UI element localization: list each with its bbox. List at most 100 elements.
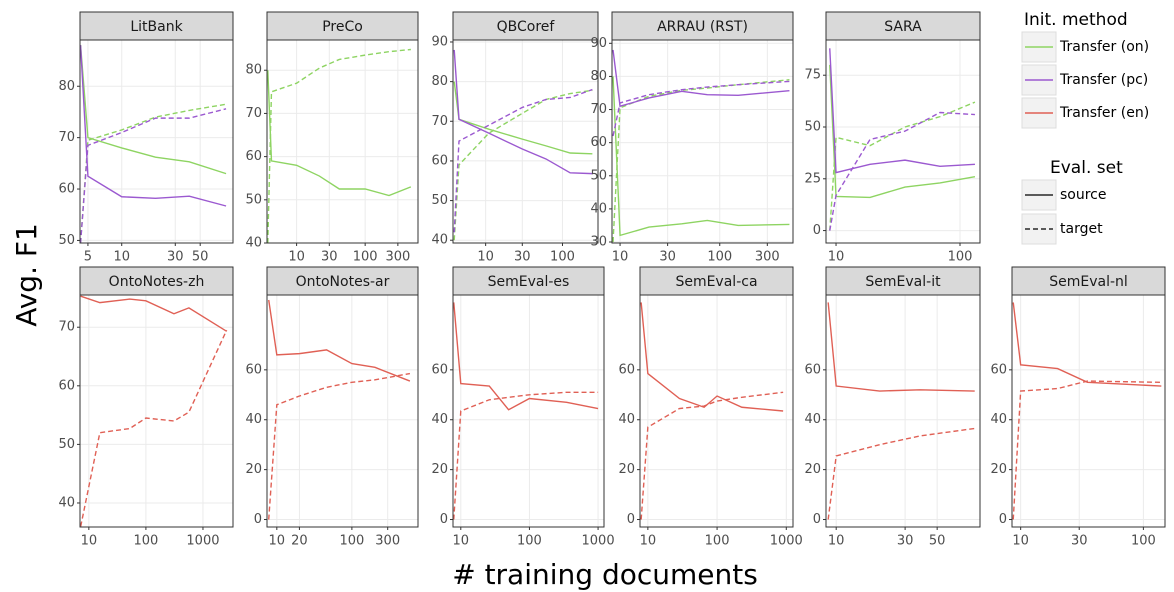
y-tick-label: 40 [245, 236, 262, 251]
x-tick-label: 10 [1012, 534, 1029, 549]
line-series [612, 80, 790, 137]
legend-label: source [1060, 187, 1107, 203]
y-tick-label: 70 [590, 102, 607, 117]
line-series [79, 108, 227, 244]
y-tick-label: 60 [58, 378, 75, 393]
panel-background [267, 40, 418, 243]
line-series [612, 76, 790, 237]
line-series [79, 103, 227, 244]
line-series [453, 88, 593, 233]
x-tick-label: 30 [167, 250, 184, 265]
strip [639, 266, 794, 296]
y-tick-label: 80 [590, 69, 607, 84]
x-tick-label: 30 [1071, 534, 1088, 549]
y-tick-label: 20 [990, 462, 1007, 477]
panel-title: OntoNotes-ar [296, 274, 390, 290]
y-tick-label: 50 [58, 233, 75, 248]
y-tick-label: 40 [804, 412, 821, 427]
y-tick-label: 25 [804, 171, 821, 186]
y-tick-label: 20 [431, 462, 448, 477]
x-tick-label: 100 [133, 534, 158, 549]
y-tick-label: 60 [245, 149, 262, 164]
x-tick-label: 100 [353, 250, 378, 265]
x-tick-label: 10 [828, 534, 845, 549]
y-tick-label: 80 [245, 63, 262, 78]
line-series [79, 45, 227, 175]
y-tick-label: 0 [440, 512, 448, 527]
x-tick-label: 10 [81, 534, 98, 549]
x-tick-label: 100 [707, 250, 732, 265]
x-tick-label: 50 [929, 534, 946, 549]
line-series [829, 101, 976, 231]
x-tick-label: 30 [514, 250, 531, 265]
y-tick-label: 60 [431, 153, 448, 168]
y-tick-label: 50 [590, 168, 607, 183]
panel-title: SemEval-es [488, 274, 570, 290]
legend-label: target [1060, 221, 1103, 237]
line-series [612, 49, 790, 108]
strip [1011, 266, 1166, 296]
x-tick-label: 100 [1131, 534, 1156, 549]
strip [825, 266, 981, 296]
legend-label: Transfer (en) [1059, 105, 1149, 121]
x-tick-label: 30 [659, 250, 676, 265]
line-series [453, 391, 599, 520]
legend-label: Transfer (pc) [1059, 72, 1148, 88]
x-tick-label: 50 [192, 250, 209, 265]
panel-background [453, 40, 598, 243]
line-series [1012, 302, 1162, 387]
y-tick-label: 90 [431, 34, 448, 49]
strip [452, 11, 599, 41]
y-tick-label: 0 [627, 512, 635, 527]
y-tick-label: 70 [431, 114, 448, 129]
line-series [829, 64, 976, 199]
line-series [268, 372, 411, 520]
x-tick-label: 5 [84, 250, 92, 265]
legend-title: Eval. set [1050, 158, 1123, 178]
x-tick-label: 300 [375, 534, 400, 549]
x-tick-label: 30 [897, 534, 914, 549]
line-series [267, 70, 412, 197]
panel-title: SemEval-nl [1049, 274, 1128, 290]
y-tick-label: 40 [245, 412, 262, 427]
y-tick-label: 20 [804, 462, 821, 477]
panel-title: SemEval-it [865, 274, 941, 290]
y-axis-label: Avg. F1 [10, 223, 43, 327]
panel-background [826, 40, 980, 243]
line-series [827, 427, 975, 520]
panel-background [1012, 295, 1165, 527]
y-tick-label: 30 [590, 235, 607, 250]
panel-background [640, 295, 793, 527]
panel-title: SemEval-ca [675, 274, 757, 290]
line-series [453, 89, 593, 241]
strip [79, 11, 234, 41]
y-tick-label: 40 [431, 412, 448, 427]
y-tick-label: 40 [58, 495, 75, 510]
y-tick-label: 0 [254, 512, 262, 527]
x-tick-label: 20 [291, 534, 308, 549]
x-tick-label: 100 [339, 534, 364, 549]
panel-title: SARA [884, 19, 922, 35]
panel-background [826, 295, 980, 527]
x-tick-label: 10 [113, 250, 130, 265]
y-tick-label: 0 [813, 512, 821, 527]
line-series [453, 49, 593, 175]
x-tick-label: 10 [640, 534, 657, 549]
panel-title: PreCo [322, 19, 363, 35]
x-tick-label: 10 [828, 250, 845, 265]
line-series [267, 48, 411, 244]
strip [452, 266, 605, 296]
y-tick-label: 40 [590, 201, 607, 216]
y-tick-label: 40 [990, 412, 1007, 427]
y-tick-label: 70 [245, 106, 262, 121]
y-tick-label: 50 [245, 192, 262, 207]
legend-title: Init. method [1024, 10, 1128, 30]
y-tick-label: 40 [618, 412, 635, 427]
y-tick-label: 75 [804, 68, 821, 83]
x-tick-label: 1000 [186, 534, 219, 549]
y-tick-label: 0 [999, 512, 1007, 527]
x-tick-label: 10 [288, 250, 305, 265]
y-tick-label: 60 [58, 182, 75, 197]
x-tick-label: 300 [755, 250, 780, 265]
panel-title: LitBank [130, 19, 183, 35]
